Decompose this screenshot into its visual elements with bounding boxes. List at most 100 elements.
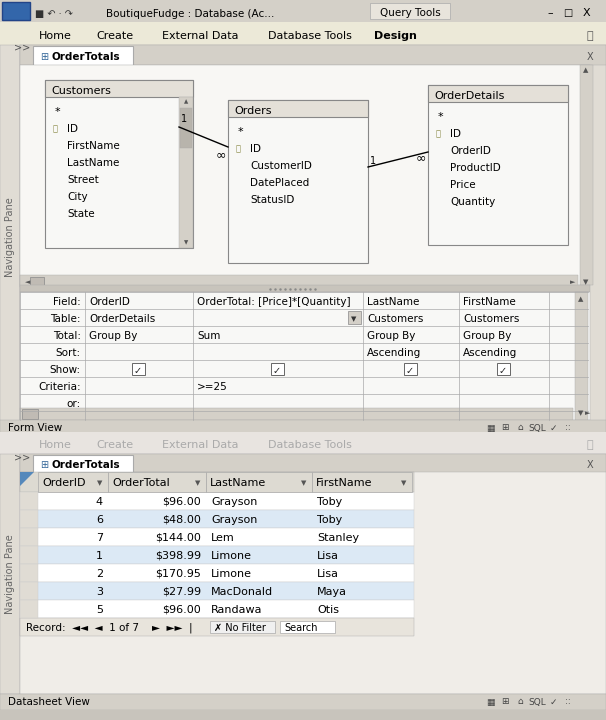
Text: StatusID: StatusID [250, 195, 295, 205]
Bar [20, 472, 414, 492]
Bar [20, 408, 573, 420]
Text: Lem: Lem [211, 533, 235, 543]
Text: Database Tools: Database Tools [268, 440, 352, 450]
Text: 1: 1 [370, 156, 376, 166]
Text: ■ ↶ · ↷: ■ ↶ · ↷ [35, 9, 73, 19]
Text: OrderTotal: OrderTotal [112, 478, 170, 488]
Bar [20, 275, 578, 287]
Text: Ascending: Ascending [463, 348, 518, 358]
Text: Table:: Table: [50, 314, 81, 324]
Text: –: – [547, 8, 553, 18]
Bar [370, 3, 450, 19]
Text: Group By: Group By [367, 331, 415, 341]
Bar [20, 454, 606, 694]
Bar [312, 472, 412, 492]
Bar [20, 600, 414, 618]
Text: City: City [67, 192, 88, 202]
Text: ::: :: [565, 423, 571, 433]
Text: ▼: ▼ [301, 480, 307, 486]
Text: Lisa: Lisa [317, 551, 339, 561]
Bar [33, 455, 133, 473]
Text: ✓: ✓ [499, 366, 507, 376]
Bar [180, 108, 192, 148]
Bar [20, 492, 414, 510]
Bar [206, 472, 312, 492]
Text: LastName: LastName [67, 158, 119, 168]
Bar [20, 582, 38, 600]
Bar [20, 600, 38, 618]
Text: Criteria:: Criteria: [38, 382, 81, 392]
Bar [0, 710, 606, 720]
Text: Customers: Customers [51, 86, 111, 96]
Text: BoutiqueFudge : Database (Ac...: BoutiqueFudge : Database (Ac... [106, 9, 274, 19]
Text: Grayson: Grayson [211, 497, 258, 507]
Text: ✗ No Filter: ✗ No Filter [214, 623, 266, 633]
Text: OrderTotal: [Price]*[Quantity]: OrderTotal: [Price]*[Quantity] [197, 297, 351, 307]
Bar [179, 97, 193, 248]
Text: ⌂: ⌂ [517, 423, 523, 433]
Bar [0, 454, 20, 694]
Text: ⓘ: ⓘ [587, 440, 593, 450]
Text: Show:: Show: [50, 365, 81, 375]
Text: External Data: External Data [162, 440, 238, 450]
Text: 🔑: 🔑 [53, 125, 58, 133]
Text: X: X [587, 52, 593, 62]
Text: Create: Create [96, 31, 133, 41]
Text: Grayson: Grayson [211, 515, 258, 525]
Bar [20, 582, 414, 600]
Text: Randawa: Randawa [211, 605, 262, 615]
Text: MacDonald: MacDonald [211, 587, 273, 597]
Text: OrderDetails: OrderDetails [434, 91, 504, 101]
Text: ▼: ▼ [184, 240, 188, 246]
Text: or:: or: [67, 399, 81, 409]
Bar [575, 292, 588, 420]
Text: ▲: ▲ [184, 99, 188, 104]
Text: Customers: Customers [367, 314, 424, 324]
Text: DatePlaced: DatePlaced [250, 178, 309, 188]
Text: ▦: ▦ [486, 423, 494, 433]
Text: *: * [55, 107, 61, 117]
Text: Search: Search [284, 623, 318, 633]
Text: Navigation Pane: Navigation Pane [5, 534, 15, 614]
Text: Sum: Sum [197, 331, 221, 341]
Bar [20, 285, 590, 292]
Text: SQL: SQL [528, 698, 546, 706]
Text: Price: Price [450, 180, 476, 190]
Polygon shape [20, 472, 34, 486]
Text: ID: ID [67, 124, 78, 134]
Bar [132, 363, 145, 375]
Bar [20, 45, 606, 430]
Text: 7: 7 [96, 533, 103, 543]
Bar [348, 311, 361, 324]
Bar [20, 454, 606, 472]
Bar [20, 492, 38, 510]
Bar [271, 363, 284, 375]
Text: Form View: Form View [8, 423, 62, 433]
Text: ▼: ▼ [578, 410, 584, 416]
Text: ▲: ▲ [578, 296, 584, 302]
Text: Record:  ◄◄  ◄  1 of 7    ►  ►►  |: Record: ◄◄ ◄ 1 of 7 ► ►► | [26, 623, 193, 634]
Bar [428, 85, 568, 245]
Text: Ascending: Ascending [367, 348, 421, 358]
Text: ✓: ✓ [134, 366, 142, 376]
Text: CustomerID: CustomerID [250, 161, 312, 171]
Bar [20, 564, 414, 582]
Text: State: State [67, 209, 95, 219]
Text: Group By: Group By [89, 331, 138, 341]
Bar [20, 510, 38, 528]
Bar [20, 546, 38, 564]
Bar [33, 46, 133, 65]
Bar [20, 546, 414, 564]
Bar [228, 100, 368, 263]
Text: Datasheet View: Datasheet View [8, 697, 90, 707]
Text: >=25: >=25 [197, 382, 228, 392]
Text: Limone: Limone [211, 569, 252, 579]
Text: *: * [438, 112, 444, 122]
Text: Field:: Field: [53, 297, 81, 307]
Text: FirstName: FirstName [67, 141, 120, 151]
Text: $144.00: $144.00 [155, 533, 201, 543]
Text: Limone: Limone [211, 551, 252, 561]
Text: ►: ► [585, 410, 591, 416]
Text: Sort:: Sort: [56, 348, 81, 358]
Text: $27.99: $27.99 [162, 587, 201, 597]
